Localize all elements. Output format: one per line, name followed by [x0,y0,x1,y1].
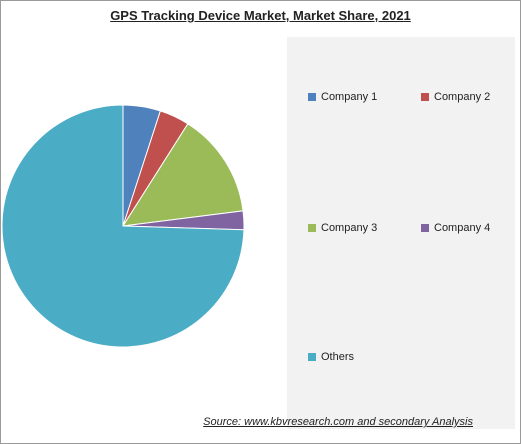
legend-item-company-3: Company 3 [308,222,377,234]
legend-label: Company 3 [321,222,378,234]
legend-swatch [308,93,316,101]
legend-swatch [308,224,316,232]
legend-item-company-2: Company 2 [421,91,490,103]
legend-swatch [421,224,429,232]
legend-item-company-4: Company 4 [421,222,490,234]
legend-item-company-1: Company 1 [308,91,377,103]
legend-swatch [308,353,316,361]
legend-item-others: Others [308,351,354,363]
legend-swatch [421,93,429,101]
legend-label: Company 2 [434,91,491,103]
legend-panel [287,37,515,429]
source-note: Source: www.kbvresearch.com and secondar… [203,416,473,428]
legend-label: Company 4 [434,222,491,234]
pie-slice-company-3 [122,123,244,227]
pie-slice-others [1,104,245,348]
chart-title: GPS Tracking Device Market, Market Share… [110,8,411,23]
legend-label: Company 1 [321,91,378,103]
legend-label: Others [321,351,355,363]
